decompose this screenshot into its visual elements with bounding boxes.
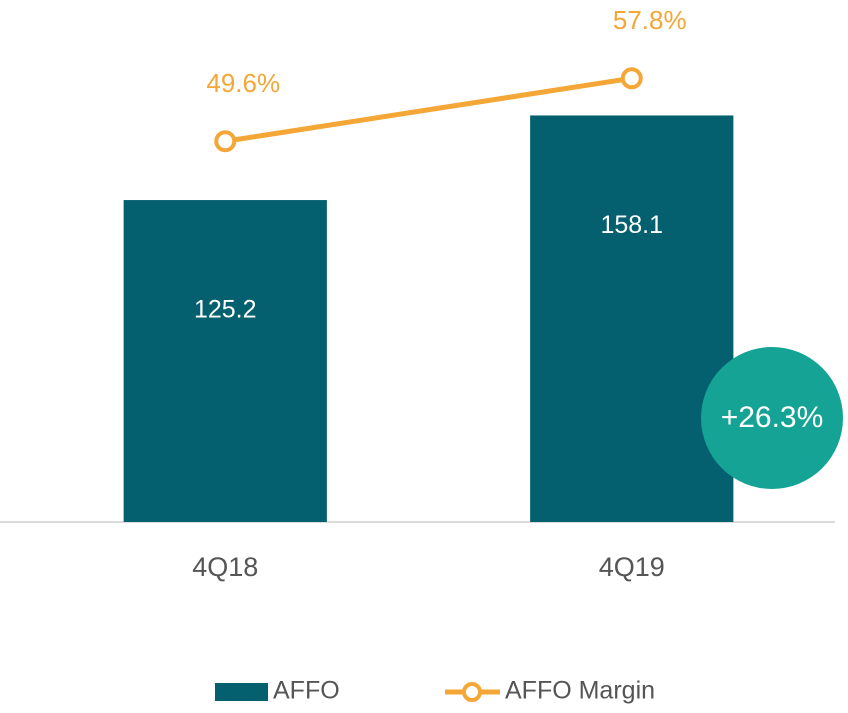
annotation-bubble [701, 347, 843, 489]
line-value-label: 57.8% [613, 5, 687, 35]
line [224, 75, 633, 144]
legend-swatch [462, 682, 482, 702]
x-tick-label: 4Q18 [192, 552, 258, 582]
line-marker [214, 130, 237, 153]
legend-label: AFFO Margin [505, 677, 655, 705]
annotation-text: +26.3% [721, 401, 824, 434]
legend-swatch [215, 683, 268, 701]
bar [530, 115, 734, 522]
x-tick-label: 4Q19 [599, 552, 665, 582]
bar [123, 200, 327, 523]
line-value-label: 49.6% [206, 68, 280, 98]
bar-value-label: 158.1 [600, 211, 663, 239]
bar-value-label: 125.2 [194, 296, 257, 324]
legend-label: AFFO [273, 677, 340, 705]
line-marker [620, 67, 643, 90]
